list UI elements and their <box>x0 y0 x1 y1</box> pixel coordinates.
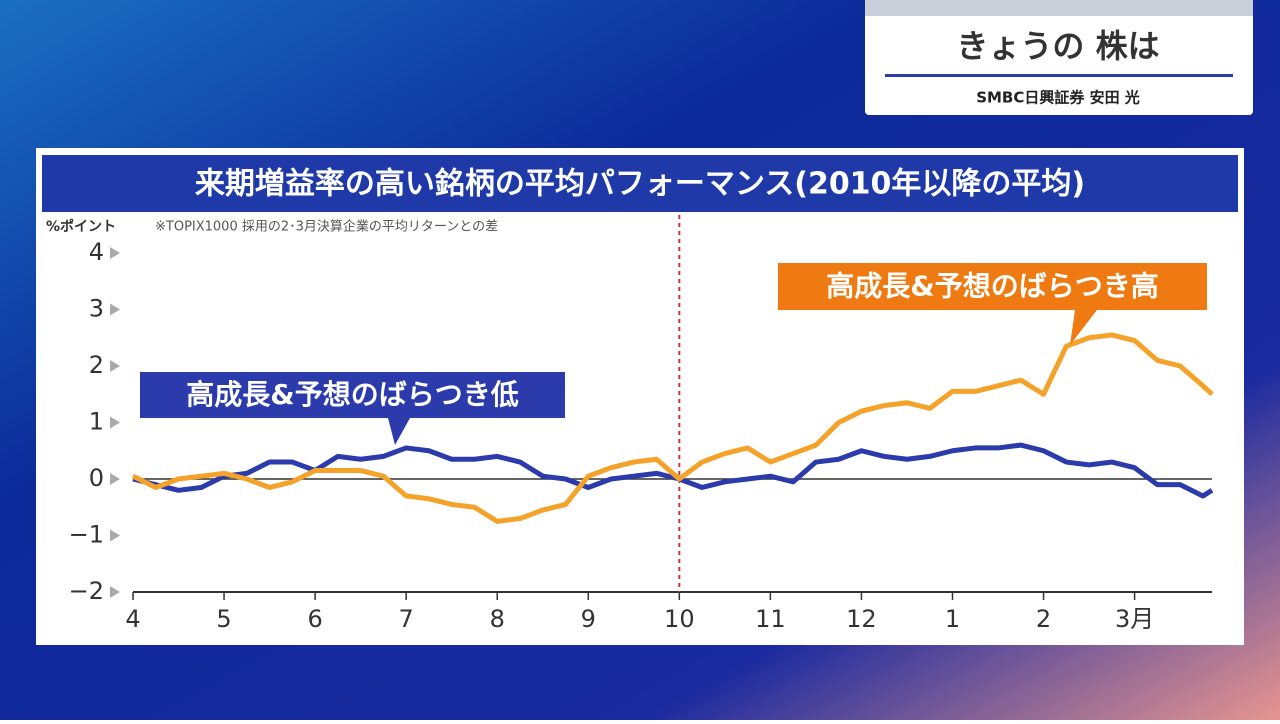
title-bar <box>42 155 1238 212</box>
y-tick-label: −1 <box>69 521 104 549</box>
header-subtitle: SMBC日興証券 安田 光 <box>976 89 1140 107</box>
y-tick-mark <box>110 529 120 542</box>
y-tick-mark <box>110 360 120 372</box>
callout-box <box>140 372 565 445</box>
chart-title: 来期増益率の高い銘柄の平均パフォーマンス(2010年以降の平均) <box>195 167 1085 202</box>
y-axis-label: %ポイント <box>46 218 116 235</box>
header-box <box>865 0 1253 115</box>
x-tick-label: 2 <box>1036 605 1051 633</box>
x-tick-label: 8 <box>490 605 505 633</box>
x-tick-label: 1 <box>945 605 960 633</box>
x-tick-label: 9 <box>581 605 596 633</box>
y-tick-label: 2 <box>89 351 104 379</box>
y-tick-label: 4 <box>89 238 104 266</box>
x-tick-label: 12 <box>846 605 877 633</box>
y-tick-mark <box>110 473 120 485</box>
x-tick-label: 5 <box>216 605 231 633</box>
y-tick-mark <box>110 416 120 429</box>
x-tick-label: 3月 <box>1115 605 1154 633</box>
header-title: きょうの 株は <box>956 27 1159 65</box>
y-tick-mark <box>110 247 120 259</box>
y-tick-label: 0 <box>89 464 104 492</box>
y-tick-label: 1 <box>89 408 104 436</box>
header-strip <box>865 0 1253 16</box>
x-tick-label: 4 <box>125 605 140 633</box>
x-tick-label: 7 <box>399 605 414 633</box>
x-tick-label: 10 <box>664 605 695 633</box>
x-tick-label: 6 <box>307 605 322 633</box>
y-tick-label: 3 <box>89 295 104 323</box>
y-tick-label: −2 <box>69 577 104 605</box>
y-tick-mark <box>110 303 120 316</box>
chart-note: ※TOPIX1000 採用の2･3月決算企業の平均リターンとの差 <box>155 219 498 235</box>
x-tick-label: 11 <box>755 605 786 633</box>
header-rule <box>885 74 1233 77</box>
legend-label: 高成長&予想のばらつき低 <box>186 378 518 411</box>
legend-label: 高成長&予想のばらつき高 <box>826 270 1158 303</box>
series-line <box>131 332 1214 524</box>
callout-box <box>778 263 1207 345</box>
y-tick-mark <box>110 586 120 598</box>
